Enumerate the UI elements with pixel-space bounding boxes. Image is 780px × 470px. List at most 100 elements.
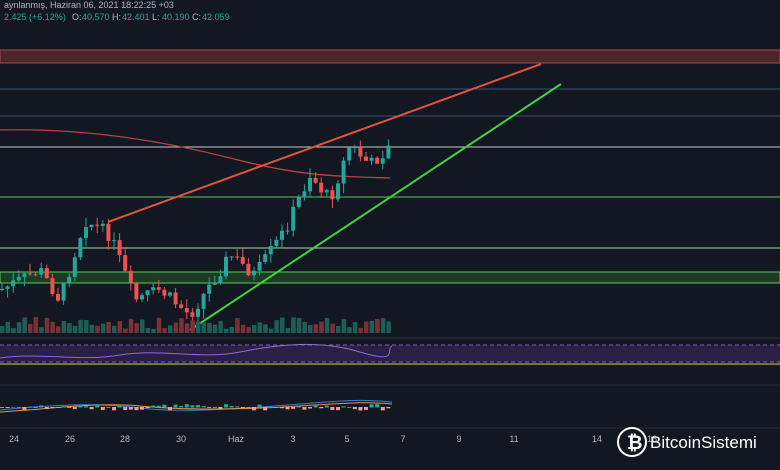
ohlc-value: 42.401 [122,12,150,22]
candle-body [28,273,32,275]
candle-body [263,254,268,262]
macd-histogram [33,407,38,408]
x-tick-label: 3 [290,434,295,444]
candle-body [128,270,133,283]
candle-body [184,308,189,313]
x-tick-label: 26 [65,434,75,444]
volume-bar [56,326,61,333]
ohlc-label: O: [72,12,82,22]
candle-body [123,255,128,271]
x-tick-label: Haz [228,434,245,444]
macd-histogram [358,407,363,411]
macd-histogram [173,404,178,408]
logo [617,427,647,457]
macd-histogram [352,407,357,410]
macd-histogram [28,406,32,408]
volume-bar [336,326,341,333]
macd-histogram [145,407,150,409]
volume-bar [285,327,291,333]
candle-body [291,206,296,231]
volume-bar [229,326,235,333]
macd-histogram [151,405,156,408]
macd-histogram [263,407,268,411]
macd-histogram [179,406,184,408]
macd-histogram [380,407,385,411]
macd-histogram [190,405,195,408]
volume-bar [218,320,223,333]
macd-histogram [0,407,4,408]
candle-body [380,158,385,164]
header-change: 2.425 (+6.12%) [4,12,66,22]
volume-bar [179,318,184,333]
macd-histogram [16,407,21,408]
macd-histogram [5,407,10,409]
volume-bar [280,317,285,333]
ohlc-value: 40.190 [162,12,190,22]
volume-bar [95,325,100,333]
macd-histogram [56,407,60,408]
volume-bar [156,317,162,333]
volume-bar [100,323,106,333]
volume-bar [235,318,240,333]
macd-histogram [50,407,55,409]
watermark-text: BitcoinSistemi [650,433,757,452]
candle-body [308,177,312,192]
candle-body [336,183,340,200]
macd-histogram [72,407,77,410]
macd-histogram [100,407,105,410]
volume-bar [67,323,72,333]
macd-histogram [336,407,340,411]
candle-body [257,261,262,271]
candle-body [218,276,223,284]
macd-histogram [11,407,16,408]
macd-histogram [268,406,273,408]
macd-histogram [252,407,256,411]
candle-body [212,283,217,285]
x-tick-label: 11 [509,434,518,444]
volume-bar [162,328,167,333]
volume-bar [263,324,268,333]
macd-histogram [280,407,284,409]
volume-bar [22,317,27,333]
candle-body [72,257,77,277]
macd-histogram [61,406,66,408]
signal-line [0,402,393,413]
candle-body [156,287,161,290]
macd-histogram [274,407,279,408]
volume-bar [128,318,134,333]
macd-histogram [184,404,189,408]
moving-average [0,129,391,179]
volume-bar [364,321,369,333]
x-tick-label: 5 [344,434,349,444]
volume-bar [72,325,78,333]
volume-bar [106,321,111,333]
macd-histogram [324,405,329,408]
volume-bar [112,325,117,333]
macd-histogram [386,407,391,409]
candle-body [347,147,352,161]
x-tick-label: 9 [456,434,461,444]
volume-bar [145,327,151,333]
macd-histogram [296,406,301,408]
volume-bar [84,320,89,333]
macd-histogram [112,407,116,411]
volume-bar [173,322,179,333]
candle-body [207,284,212,294]
x-axis: 24 26 28 30 Haz 3 5 7 9 11 14 16 [9,434,657,444]
candle-body [134,282,139,300]
logo-glyph: ₿ [627,433,642,454]
macd-histogram [308,407,312,409]
ohlc-value: 40.570 [82,12,110,22]
ohlc-label: H: [112,12,121,22]
trend-line [107,63,542,223]
macd-histogram [95,404,100,408]
candle-body [313,177,318,183]
candle-body [201,293,206,309]
volume-bar [375,318,380,333]
candle-body [330,190,335,200]
macd-histogram [246,407,251,408]
volume-bar [352,322,358,333]
volume-bar [16,322,22,333]
volume-bar [5,321,11,333]
